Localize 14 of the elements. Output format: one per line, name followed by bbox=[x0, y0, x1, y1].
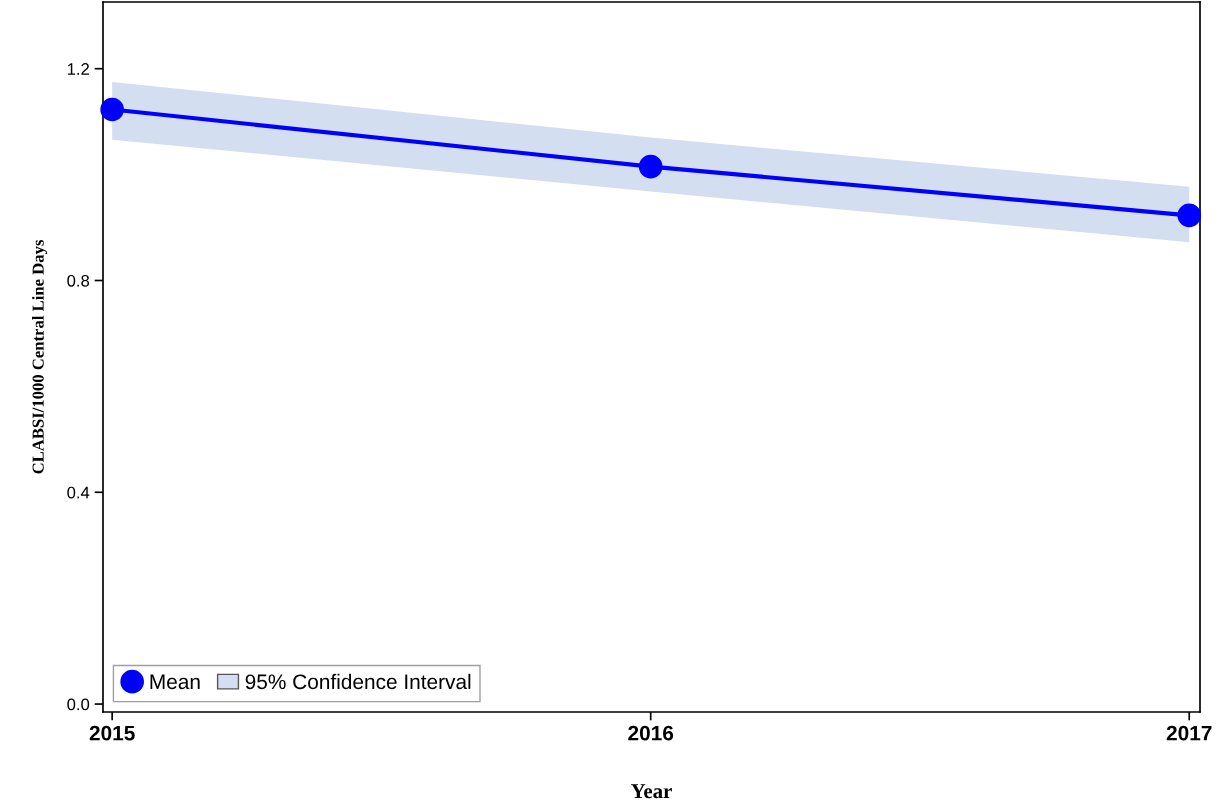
x-tick-label: 2015 bbox=[89, 725, 135, 741]
y-axis-title: CLABSI/1000 Central Line Days bbox=[32, 240, 48, 474]
x-axis-title: Year bbox=[631, 784, 672, 799]
y-tick-label: 0.4 bbox=[67, 486, 90, 499]
legend-label: Mean bbox=[150, 674, 200, 690]
legend-label: 95% Confidence Interval bbox=[245, 673, 471, 690]
y-tick-label: 1.2 bbox=[67, 63, 89, 75]
x-tick-label: 2016 bbox=[628, 725, 674, 741]
y-tick-label: 0.0 bbox=[67, 698, 90, 711]
x-tick-label: 2017 bbox=[1166, 725, 1212, 741]
point bbox=[100, 97, 124, 122]
point bbox=[1177, 203, 1202, 228]
point bbox=[638, 154, 663, 179]
y-tick-label: 0.8 bbox=[67, 274, 90, 287]
